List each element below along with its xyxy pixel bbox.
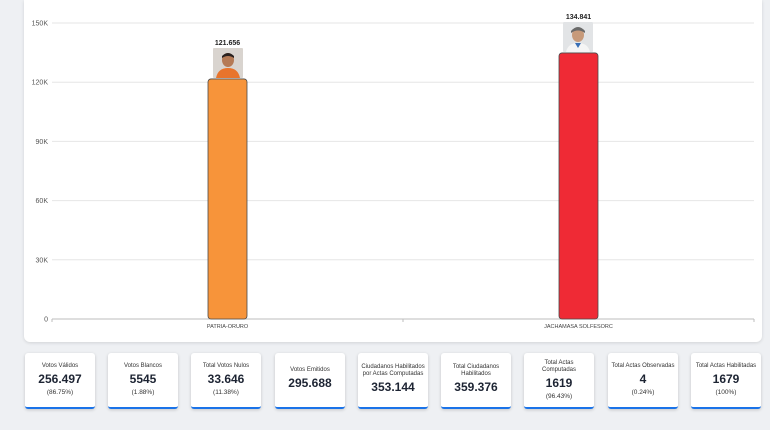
stat-ciudadanos-actas: Ciudadanos Habilitados por Actas Computa… (358, 353, 428, 409)
data-label: 134.841 (566, 14, 591, 21)
stat-percent: (1.88%) (131, 389, 155, 396)
stat-votos-nulos: Total Votos Nulos 33.646 (11.38%) (191, 353, 261, 409)
stat-label: Total Actas Habilitadas (695, 363, 757, 369)
y-tick-label: 60K (36, 198, 49, 205)
y-tick-label: 30K (36, 257, 49, 264)
stat-percent: (100%) (715, 389, 737, 396)
stat-actas-habilitadas: Total Actas Habilitadas 1679 (100%) (691, 353, 761, 409)
stat-percent: (11.38%) (213, 389, 239, 396)
stats-row: Votos Válidos 256.497 (86.75%) Votos Bla… (25, 353, 765, 409)
stat-percent: (96.43%) (545, 392, 573, 400)
stat-value: 1619 (545, 375, 573, 390)
stat-value: 4 (639, 372, 647, 386)
bar-chart: 0 30K 60K 90K 120K 150K 121.656 PATRIA-ORURO 134… (32, 14, 755, 330)
x-tick-label: JACHAMASA SOLFESORC (544, 324, 613, 330)
bar (558, 52, 599, 320)
stat-value: 353.144 (371, 379, 415, 394)
stat-votos-validos: Votos Válidos 256.497 (86.75%) (25, 353, 95, 409)
stat-percent: (86.75%) (46, 389, 74, 396)
stat-actas-observadas: Total Actas Observadas 4 (0.24%) (608, 353, 678, 409)
chart-card: 0 30K 60K 90K 120K 150K 121.656 PATRIA-ORURO 134… (24, 0, 762, 342)
data-label: 121.656 (215, 40, 240, 47)
stat-value: 359.376 (454, 379, 498, 394)
stat-label: Total Actas Observadas (611, 363, 675, 369)
stat-votos-blancos: Votos Blancos 5545 (1.88%) (108, 353, 178, 409)
stat-value: 256.497 (38, 372, 82, 386)
x-tick-label: PATRIA-ORURO (207, 324, 249, 330)
y-tick-label: 150K (32, 21, 49, 28)
stat-label: Votos Válidos (41, 363, 79, 369)
y-tick-label: 120K (32, 80, 49, 87)
stat-value: 33.646 (207, 372, 245, 386)
stat-votos-emitidos: Votos Emitidos 295.688 (275, 353, 345, 409)
stat-label: Votos Emitidos (290, 367, 330, 373)
stat-actas-computadas: Total Actas Computadas 1619 (96.43%) (524, 353, 594, 409)
candidate-photo-1 (213, 48, 243, 78)
y-tick-label: 0 (44, 317, 48, 324)
candidate-photo-2 (563, 22, 593, 52)
stat-value: 1679 (712, 372, 740, 386)
stat-label: Total Actas Computadas (541, 359, 577, 373)
bar (207, 78, 248, 320)
stat-total-ciudadanos: Total Ciudadanos Habilitados 359.376 (441, 353, 511, 409)
stat-label: Total Votos Nulos (202, 363, 250, 369)
stat-percent: (0.24%) (631, 389, 655, 396)
stat-value: 5545 (129, 372, 157, 386)
stat-label: Votos Blancos (123, 363, 163, 369)
stat-label: Total Ciudadanos Habilitados (452, 363, 500, 377)
y-tick-label: 90K (36, 139, 49, 146)
stat-value: 295.688 (288, 376, 332, 390)
stat-label: Ciudadanos Habilitados por Actas Computa… (361, 363, 425, 377)
